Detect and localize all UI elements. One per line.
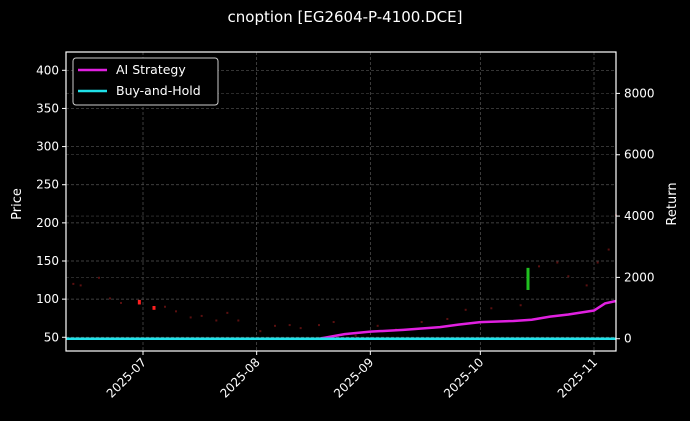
svg-text:250: 250 xyxy=(36,178,59,192)
price-dots xyxy=(72,214,617,337)
svg-text:50: 50 xyxy=(44,330,59,344)
svg-text:2025-11: 2025-11 xyxy=(555,355,600,400)
svg-text:6000: 6000 xyxy=(624,148,655,162)
x-axis: 2025-07 2025-08 2025-09 2025-10 2025-11 xyxy=(104,351,600,401)
svg-text:200: 200 xyxy=(36,216,59,230)
svg-text:350: 350 xyxy=(36,101,59,115)
plot-frame xyxy=(65,51,617,352)
svg-text:AI Strategy: AI Strategy xyxy=(116,62,186,77)
chart-title: cnoption [EG2604-P-4100.DCE] xyxy=(227,8,463,26)
svg-text:2000: 2000 xyxy=(624,270,655,284)
y-axis-right-label: Return xyxy=(665,182,680,225)
left-axis: 50 100 150 200 250 300 350 400 xyxy=(36,63,66,344)
svg-text:2025-10: 2025-10 xyxy=(441,355,486,400)
right-axis: 0 2000 4000 6000 8000 xyxy=(616,86,655,346)
svg-text:2025-08: 2025-08 xyxy=(217,355,262,400)
series-lines xyxy=(66,299,617,340)
svg-text:300: 300 xyxy=(36,140,59,154)
svg-text:150: 150 xyxy=(36,254,59,268)
svg-text:Buy-and-Hold: Buy-and-Hold xyxy=(116,83,201,98)
y-axis-label: Price xyxy=(10,188,25,220)
svg-text:100: 100 xyxy=(36,292,59,306)
svg-text:2025-09: 2025-09 xyxy=(331,355,376,400)
price-candles xyxy=(137,267,530,310)
legend: AI Strategy Buy-and-Hold xyxy=(72,57,219,106)
legend-box xyxy=(72,57,219,106)
svg-text:400: 400 xyxy=(36,63,59,77)
svg-text:8000: 8000 xyxy=(624,86,655,100)
svg-text:4000: 4000 xyxy=(624,209,655,223)
svg-text:0: 0 xyxy=(624,332,632,346)
svg-text:2025-07: 2025-07 xyxy=(104,355,149,400)
